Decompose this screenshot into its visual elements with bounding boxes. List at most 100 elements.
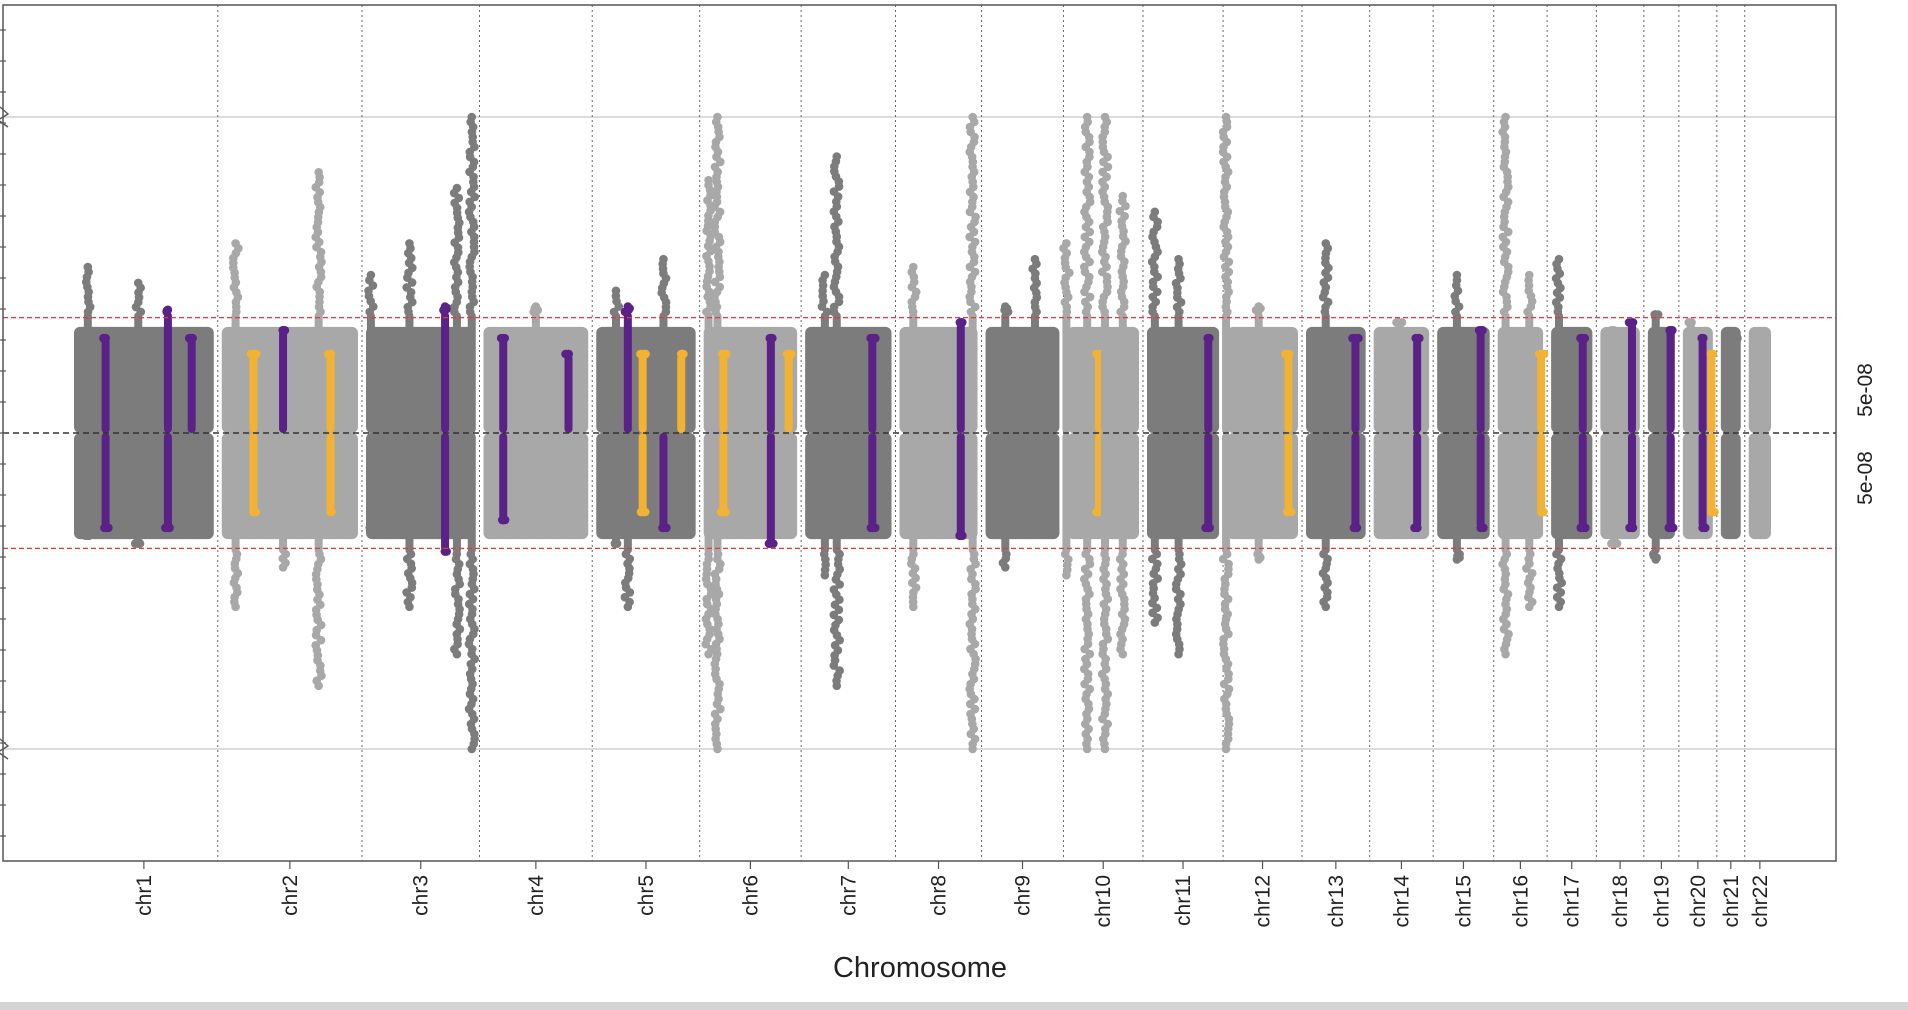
x-tick-label-chr13: chr13 xyxy=(1325,875,1348,928)
peak-down-chr6 xyxy=(716,433,730,517)
peak-up-chr3 xyxy=(439,302,453,433)
peak-up-chr1 xyxy=(184,333,197,433)
peak-up-chr14 xyxy=(1411,333,1424,433)
peak-up-chr5 xyxy=(676,349,688,433)
peak-down-chr5 xyxy=(658,433,671,533)
x-tick-label-chr2: chr2 xyxy=(279,875,302,916)
peak-up-chr22 xyxy=(1755,333,1767,433)
peak-down-chr17 xyxy=(1576,433,1590,533)
peak-down-chr4 xyxy=(497,433,510,525)
peak-up-chr5 xyxy=(657,254,671,433)
x-tick-label-chr1: chr1 xyxy=(133,875,156,916)
peak-up-chr7 xyxy=(829,152,844,433)
axis-break-mark xyxy=(0,106,10,128)
peak-down-chr21 xyxy=(1728,433,1740,533)
peak-down-chr10 xyxy=(1060,433,1073,580)
peak-down-chr2 xyxy=(278,433,291,572)
x-tick-label-chr3: chr3 xyxy=(410,875,433,916)
x-tick-label-chr21: chr21 xyxy=(1720,875,1743,928)
y-axis-ticks xyxy=(0,29,10,837)
peak-up-chr9 xyxy=(1000,302,1013,433)
peak-down-chr17 xyxy=(1552,433,1567,612)
peak-down-chr5 xyxy=(620,433,635,612)
peak-down-chr9 xyxy=(1028,433,1040,525)
peak-up-chr3 xyxy=(464,112,480,433)
peak-down-chr12 xyxy=(1282,433,1296,517)
peak-up-chr5 xyxy=(636,349,650,433)
peak-down-chr19 xyxy=(1664,433,1678,533)
peak-up-chr12 xyxy=(1251,302,1265,433)
peak-up-chr16 xyxy=(1535,349,1549,433)
baseline-band xyxy=(805,326,892,433)
peak-up-chr17 xyxy=(1551,254,1565,433)
x-tick-label-chr9: chr9 xyxy=(1011,875,1034,916)
window-bottom-edge xyxy=(0,1002,1908,1010)
grid-lines xyxy=(3,5,1836,861)
peak-down-chr3 xyxy=(450,433,465,659)
peak-down-chr13 xyxy=(1318,433,1332,612)
peak-up-chr17 xyxy=(1576,333,1590,433)
peak-down-chr2 xyxy=(326,433,336,517)
peak-up-chr1 xyxy=(131,278,146,433)
peak-up-chr2 xyxy=(229,239,243,433)
peak-down-chr2 xyxy=(311,433,326,691)
x-tick-label-chr17: chr17 xyxy=(1561,875,1584,928)
peak-up-chr3 xyxy=(402,239,417,433)
peak-up-chr2 xyxy=(278,326,290,433)
peak-up-chr18 xyxy=(1624,318,1638,433)
peak-down-chr11 xyxy=(1201,433,1214,533)
peak-down-chr20 xyxy=(1684,433,1696,525)
peak-down-chr3 xyxy=(365,433,379,533)
baseline-band xyxy=(74,433,214,540)
x-tick-label-chr11: chr11 xyxy=(1172,875,1195,926)
peak-up-chr20 xyxy=(1706,349,1718,433)
threshold-label-upper: 5e-08 xyxy=(1854,363,1877,417)
peak-up-chr7 xyxy=(866,333,880,433)
peak-down-chr8 xyxy=(906,433,921,612)
x-tick-label-chr20: chr20 xyxy=(1687,875,1710,928)
peak-down-chr5 xyxy=(610,433,622,548)
peak-up-chr4 xyxy=(496,333,509,433)
x-axis-title: Chromosome xyxy=(833,952,1007,984)
peak-down-chr6 xyxy=(764,433,778,548)
peak-up-chr6 xyxy=(718,349,731,433)
peak-down-chr15 xyxy=(1476,433,1488,533)
peak-down-chr11 xyxy=(1147,433,1162,627)
peak-down-chr7 xyxy=(829,433,845,691)
peak-down-chr9 xyxy=(998,433,1011,572)
peak-down-chr20 xyxy=(1706,433,1719,517)
peak-down-chr14 xyxy=(1410,433,1422,533)
peak-down-chr13 xyxy=(1349,433,1362,533)
peak-up-chr2 xyxy=(323,349,336,433)
peak-down-chr3 xyxy=(464,433,480,754)
peak-up-chr11 xyxy=(1203,333,1214,433)
peak-down-chr18 xyxy=(1607,433,1622,548)
peak-down-chr7 xyxy=(866,433,880,533)
peak-down-chr16 xyxy=(1536,433,1548,517)
peak-down-chr1 xyxy=(81,433,94,540)
peak-down-chr10 xyxy=(1115,433,1130,659)
peak-down-chr15 xyxy=(1452,433,1464,564)
peak-up-chr7 xyxy=(817,270,832,433)
peak-down-chr8 xyxy=(965,433,980,754)
peak-up-chr13 xyxy=(1318,239,1333,433)
peak-down-chr4 xyxy=(528,433,541,533)
peak-down-chr12 xyxy=(1218,433,1234,754)
peak-up-chr9 xyxy=(1028,254,1042,433)
peak-up-chr18 xyxy=(1607,326,1619,433)
x-tick-label-chr4: chr4 xyxy=(525,875,548,916)
threshold-lines xyxy=(3,317,1836,549)
peak-up-chr1 xyxy=(99,333,110,433)
peak-up-chr14 xyxy=(1392,318,1407,433)
peak-up-chr8 xyxy=(907,262,921,433)
baseline-band xyxy=(1437,326,1490,433)
baseline-band xyxy=(1146,326,1220,433)
axis-break-mark xyxy=(0,738,10,760)
peak-up-chr11 xyxy=(1171,254,1186,433)
x-tick-label-chr12: chr12 xyxy=(1252,875,1275,928)
peak-up-chr6 xyxy=(710,112,725,433)
peak-down-chr1 xyxy=(130,433,145,548)
peak-up-chr10 xyxy=(1059,239,1074,433)
x-tick-labels: chr1 chr2 chr3 chr4 chr5 chr6 chr7 chr8 chr9 chr1… xyxy=(133,861,1772,928)
